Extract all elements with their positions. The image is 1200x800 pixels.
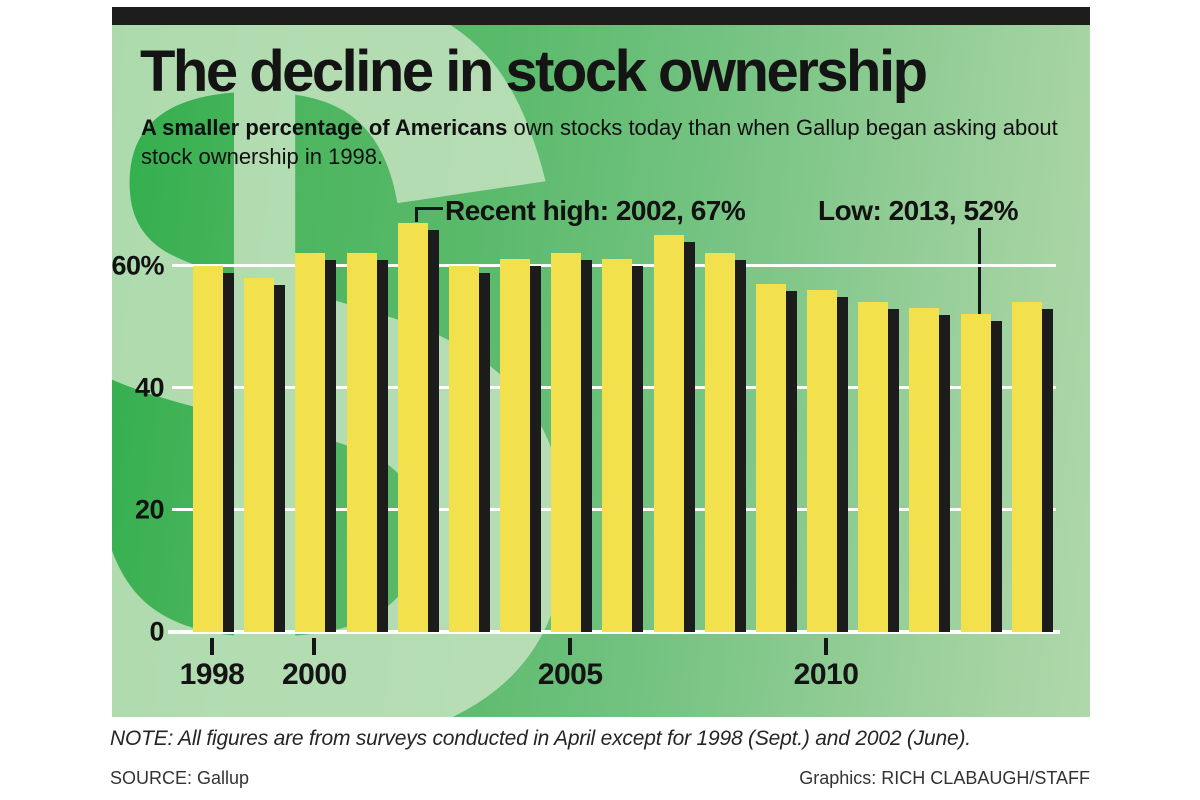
annotation-recent-high-value: 67% (690, 195, 746, 226)
bar (858, 302, 889, 632)
bar-shadow (888, 309, 900, 632)
bar-shadow (274, 284, 286, 632)
x-tick-mark (312, 638, 317, 655)
recent-high-pointer-vertical (415, 207, 418, 222)
bar (755, 283, 786, 632)
bar-shadow (530, 266, 542, 632)
bar (909, 308, 940, 632)
annotation-recent-high: Recent high: 2002, 67% (445, 195, 746, 227)
x-tick-mark (210, 638, 214, 655)
bar (193, 265, 223, 632)
y-tick-label: 20 (134, 494, 165, 525)
bar-shadow (990, 321, 1002, 632)
x-tick-label: 1998 (179, 658, 245, 691)
bar-shadow (325, 260, 337, 632)
chart-panel: $ The decline in stock ownership A small… (112, 25, 1090, 717)
source-row: SOURCE: Gallup Graphics: RICH CLABAUGH/S… (110, 768, 1090, 789)
bar-shadow (683, 242, 695, 632)
annotation-low-label: Low: 2013, (818, 195, 964, 226)
bar (551, 253, 582, 632)
bar-shadow (837, 297, 849, 632)
bar-shadow (785, 290, 797, 632)
bar-shadow (376, 260, 388, 632)
bar (704, 253, 735, 632)
bar (960, 314, 991, 632)
bar-shadow (734, 260, 746, 632)
bar-shadow (1041, 309, 1053, 632)
low-pointer-line (978, 228, 981, 315)
x-axis-line (168, 630, 1060, 634)
bar-shadow (939, 315, 951, 632)
top-accent-bar (112, 7, 1090, 25)
bar-shadow (632, 266, 644, 632)
bar (807, 290, 838, 632)
y-tick-label: 0 (149, 616, 164, 647)
x-tick-mark (824, 638, 829, 655)
bar-shadow (427, 229, 439, 632)
y-tick-label: 40 (134, 372, 165, 403)
recent-high-pointer-horizontal (415, 207, 443, 210)
bar (397, 222, 428, 632)
graphics-credit: Graphics: RICH CLABAUGH/STAFF (799, 768, 1090, 788)
bar (346, 253, 377, 632)
annotation-low-value: 52% (963, 195, 1018, 226)
subtitle-rest: own stocks today than when Gallup began … (141, 115, 1058, 170)
bar-shadow (223, 272, 234, 632)
annotation-low: Low: 2013, 52% (818, 195, 1018, 227)
bar-shadow (478, 272, 490, 632)
footnote: NOTE: All figures are from surveys condu… (110, 727, 971, 750)
page-title: The decline in stock ownership (140, 39, 928, 104)
bar (244, 277, 275, 632)
bar (448, 265, 479, 632)
bar (295, 253, 326, 632)
chart-subtitle: A smaller percentage of Americans own st… (141, 113, 1061, 172)
source-label: SOURCE: Gallup (110, 768, 250, 788)
bar (500, 259, 531, 632)
bar (653, 235, 684, 632)
x-tick-label: 2010 (793, 658, 859, 691)
x-tick-label: 2005 (537, 658, 603, 691)
x-tick-mark (568, 638, 573, 655)
x-tick-label: 2000 (281, 658, 347, 691)
bar (602, 259, 633, 632)
y-tick-label: 60% (112, 250, 165, 281)
annotation-recent-high-label: Recent high: 2002, (445, 195, 691, 226)
bar-shadow (581, 260, 593, 632)
bar (1011, 302, 1042, 632)
subtitle-lead: A smaller percentage of Americans (141, 115, 508, 140)
